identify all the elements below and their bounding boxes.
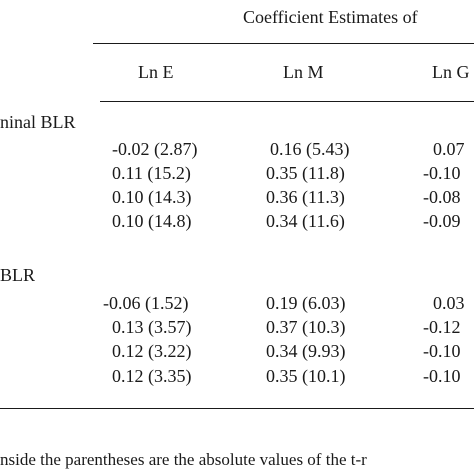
column-header-ln-g: Ln G (432, 62, 470, 82)
table-cell: 0.19 (6.03) (266, 293, 346, 313)
section-label-1: ninal BLR (0, 112, 76, 132)
table-cell: -0.09 (423, 211, 461, 231)
table-cell: 0.16 (5.43) (270, 139, 350, 159)
bottom-rule (0, 408, 474, 409)
table-cell: 0.13 (3.57) (112, 317, 192, 337)
header-rule (100, 101, 474, 102)
table-cell: -0.10 (423, 341, 461, 361)
section-label-2: BLR (0, 265, 36, 285)
table-cell: 0.37 (10.3) (266, 317, 346, 337)
table-cell: 0.03 (433, 293, 465, 313)
table-cell: 0.11 (15.2) (112, 163, 191, 183)
table-cell: -0.08 (423, 187, 461, 207)
table-cell: -0.06 (1.52) (103, 293, 189, 313)
table-cell: 0.35 (11.8) (266, 163, 345, 183)
table-cell: 0.12 (3.22) (112, 341, 192, 361)
spanner-rule (93, 43, 474, 44)
column-header-ln-m: Ln M (283, 62, 324, 82)
table-cell: 0.10 (14.3) (112, 187, 192, 207)
column-header-ln-e: Ln E (138, 62, 174, 82)
table-cell: 0.34 (9.93) (266, 341, 346, 361)
table-cell: -0.02 (2.87) (112, 139, 198, 159)
table-cell: 0.07 (433, 139, 465, 159)
table-cell: 0.35 (10.1) (266, 366, 346, 386)
table-footnote: nside the parentheses are the absolute v… (0, 450, 367, 469)
spanner-header: Coefficient Estimates of (243, 7, 418, 27)
table-cell: -0.12 (423, 317, 461, 337)
table-cell: 0.34 (11.6) (266, 211, 345, 231)
table-cell: -0.10 (423, 163, 461, 183)
table-cell: 0.12 (3.35) (112, 366, 192, 386)
table-cell: 0.10 (14.8) (112, 211, 192, 231)
table-cell: -0.10 (423, 366, 461, 386)
table-cell: 0.36 (11.3) (266, 187, 345, 207)
